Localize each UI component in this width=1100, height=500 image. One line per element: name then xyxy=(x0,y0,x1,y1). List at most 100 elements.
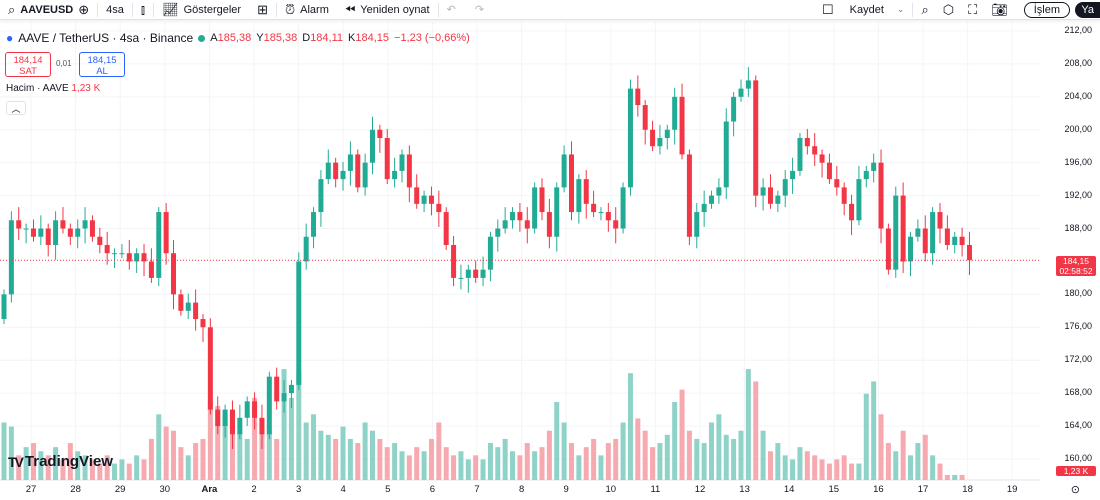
date-tick: 10 xyxy=(605,484,617,495)
volume-bar xyxy=(325,434,331,480)
volume-bar xyxy=(45,455,51,480)
candle-body xyxy=(399,154,405,171)
sell-price: 184,14 xyxy=(13,55,43,66)
candle-body xyxy=(421,195,427,204)
candle-body xyxy=(465,269,471,278)
candle-body xyxy=(686,154,692,237)
market-open-icon xyxy=(198,34,206,42)
candle-body xyxy=(1,294,7,320)
interval-button[interactable]: 4sa xyxy=(98,0,132,20)
candle-body xyxy=(539,187,545,213)
alarm-button[interactable]: ⏰︎ Alarm xyxy=(277,0,337,20)
date-tick: 28 xyxy=(70,484,81,495)
date-tick: 5 xyxy=(385,484,391,495)
volume-bar xyxy=(75,451,81,480)
layout-toggle[interactable]: ☐ xyxy=(814,0,842,20)
volume-bar xyxy=(377,438,383,480)
indicators-label: Göstergeler xyxy=(183,3,242,16)
axis-settings-icon[interactable]: ⊙ xyxy=(1070,484,1080,496)
volume-bar xyxy=(834,459,840,480)
divider xyxy=(912,2,914,17)
candle-body xyxy=(546,212,552,237)
volume-bar xyxy=(97,463,103,480)
chart-type-button[interactable]: ⫾ xyxy=(133,0,153,20)
camera-icon[interactable]: 📷︎ xyxy=(991,1,1008,17)
low-value: 184,11 xyxy=(310,32,344,44)
replay-icon: ⏪︎ xyxy=(344,1,356,17)
candle-body xyxy=(60,220,66,229)
open-label: A xyxy=(210,32,218,44)
undo-icon[interactable]: ↶ xyxy=(446,4,456,16)
candle-body xyxy=(709,195,715,204)
volume-bar xyxy=(318,430,324,480)
candle-body xyxy=(694,212,700,237)
price-tick: 200,00 xyxy=(1064,123,1092,134)
volume-bar xyxy=(60,459,66,480)
volume-bar xyxy=(686,430,692,480)
candle-body xyxy=(53,220,59,245)
settings-gear-icon[interactable]: ⬡ xyxy=(942,1,955,17)
volume-bar xyxy=(288,397,294,480)
candle-body xyxy=(885,228,891,270)
date-tick: 27 xyxy=(25,484,37,495)
volume-bar xyxy=(863,393,869,480)
candle-body xyxy=(863,170,869,180)
volume-bar xyxy=(30,443,36,480)
volume-bar xyxy=(546,430,552,480)
candle-body xyxy=(23,228,29,230)
symbol-search[interactable]: ⌕ AAVEUSD ⊕ xyxy=(0,0,97,20)
volume-bar xyxy=(67,443,73,480)
volume-bar xyxy=(532,451,538,480)
volume-bar xyxy=(554,401,560,480)
candle-body xyxy=(908,236,914,262)
candle-body xyxy=(959,236,965,245)
top-toolbar: ⌕ AAVEUSD ⊕ 4sa ⫾ 📈︎ Göstergeler ⊞ ⏰︎ Alarm … xyxy=(0,0,1100,20)
save-label: Kaydet xyxy=(849,3,884,16)
volume-bar xyxy=(908,455,914,480)
redo-icon[interactable]: ↷ xyxy=(474,4,485,16)
candle-body xyxy=(826,162,832,180)
candle-body xyxy=(930,212,936,254)
indicators-button[interactable]: 📈︎ Göstergeler xyxy=(154,0,249,20)
volume-bar xyxy=(421,451,427,480)
candle-body xyxy=(45,228,51,245)
candle-body xyxy=(650,129,656,147)
tradingview-logo[interactable]: TV TradingView xyxy=(8,453,113,470)
volume-bar xyxy=(745,369,751,480)
last-price: 184,15 xyxy=(1063,256,1089,266)
divider xyxy=(276,2,277,17)
high-value: 185,38 xyxy=(263,32,298,44)
logo-text: TradingView xyxy=(24,453,113,470)
save-button[interactable]: Kaydet ⌄ xyxy=(842,0,913,20)
volume-bar xyxy=(215,406,221,480)
layouts-button[interactable]: ⊞ xyxy=(249,0,276,20)
candle-body xyxy=(185,302,191,311)
replay-button[interactable]: ⏪︎ Yeniden oynat xyxy=(337,0,438,20)
volume-bar xyxy=(399,451,405,480)
sell-button[interactable]: 184,14 SAT xyxy=(5,52,51,77)
volume-bar xyxy=(642,430,648,480)
symbol-title[interactable]: AAVE / TetherUS · 4sa · Binance xyxy=(18,31,194,45)
trade-button[interactable]: İşlem xyxy=(1023,1,1070,18)
volume-bar xyxy=(561,422,567,480)
volume-bar xyxy=(856,463,862,480)
fullscreen-icon[interactable]: ⛶ xyxy=(968,1,978,17)
volume-bar xyxy=(370,430,375,480)
volume-bar xyxy=(731,438,737,480)
collapse-legend-button[interactable]: ︿ xyxy=(6,101,26,115)
volume-bar xyxy=(1,422,7,480)
chevron-down-icon[interactable]: ⌄ xyxy=(896,4,905,14)
quick-search-icon[interactable]: ⌕ xyxy=(921,1,929,17)
candle-body xyxy=(480,269,486,278)
candle-body xyxy=(944,228,950,245)
add-symbol-icon[interactable]: ⊕ xyxy=(78,1,90,17)
price-tick: 212,00 xyxy=(1064,25,1092,35)
publish-button[interactable]: Ya xyxy=(1075,1,1100,18)
candle-body xyxy=(311,212,317,237)
volume-bar xyxy=(598,455,604,480)
candle-body xyxy=(878,162,884,229)
buy-button[interactable]: 184,15 AL xyxy=(79,52,125,77)
volume-bar xyxy=(355,443,361,480)
volume-bar xyxy=(362,422,368,480)
